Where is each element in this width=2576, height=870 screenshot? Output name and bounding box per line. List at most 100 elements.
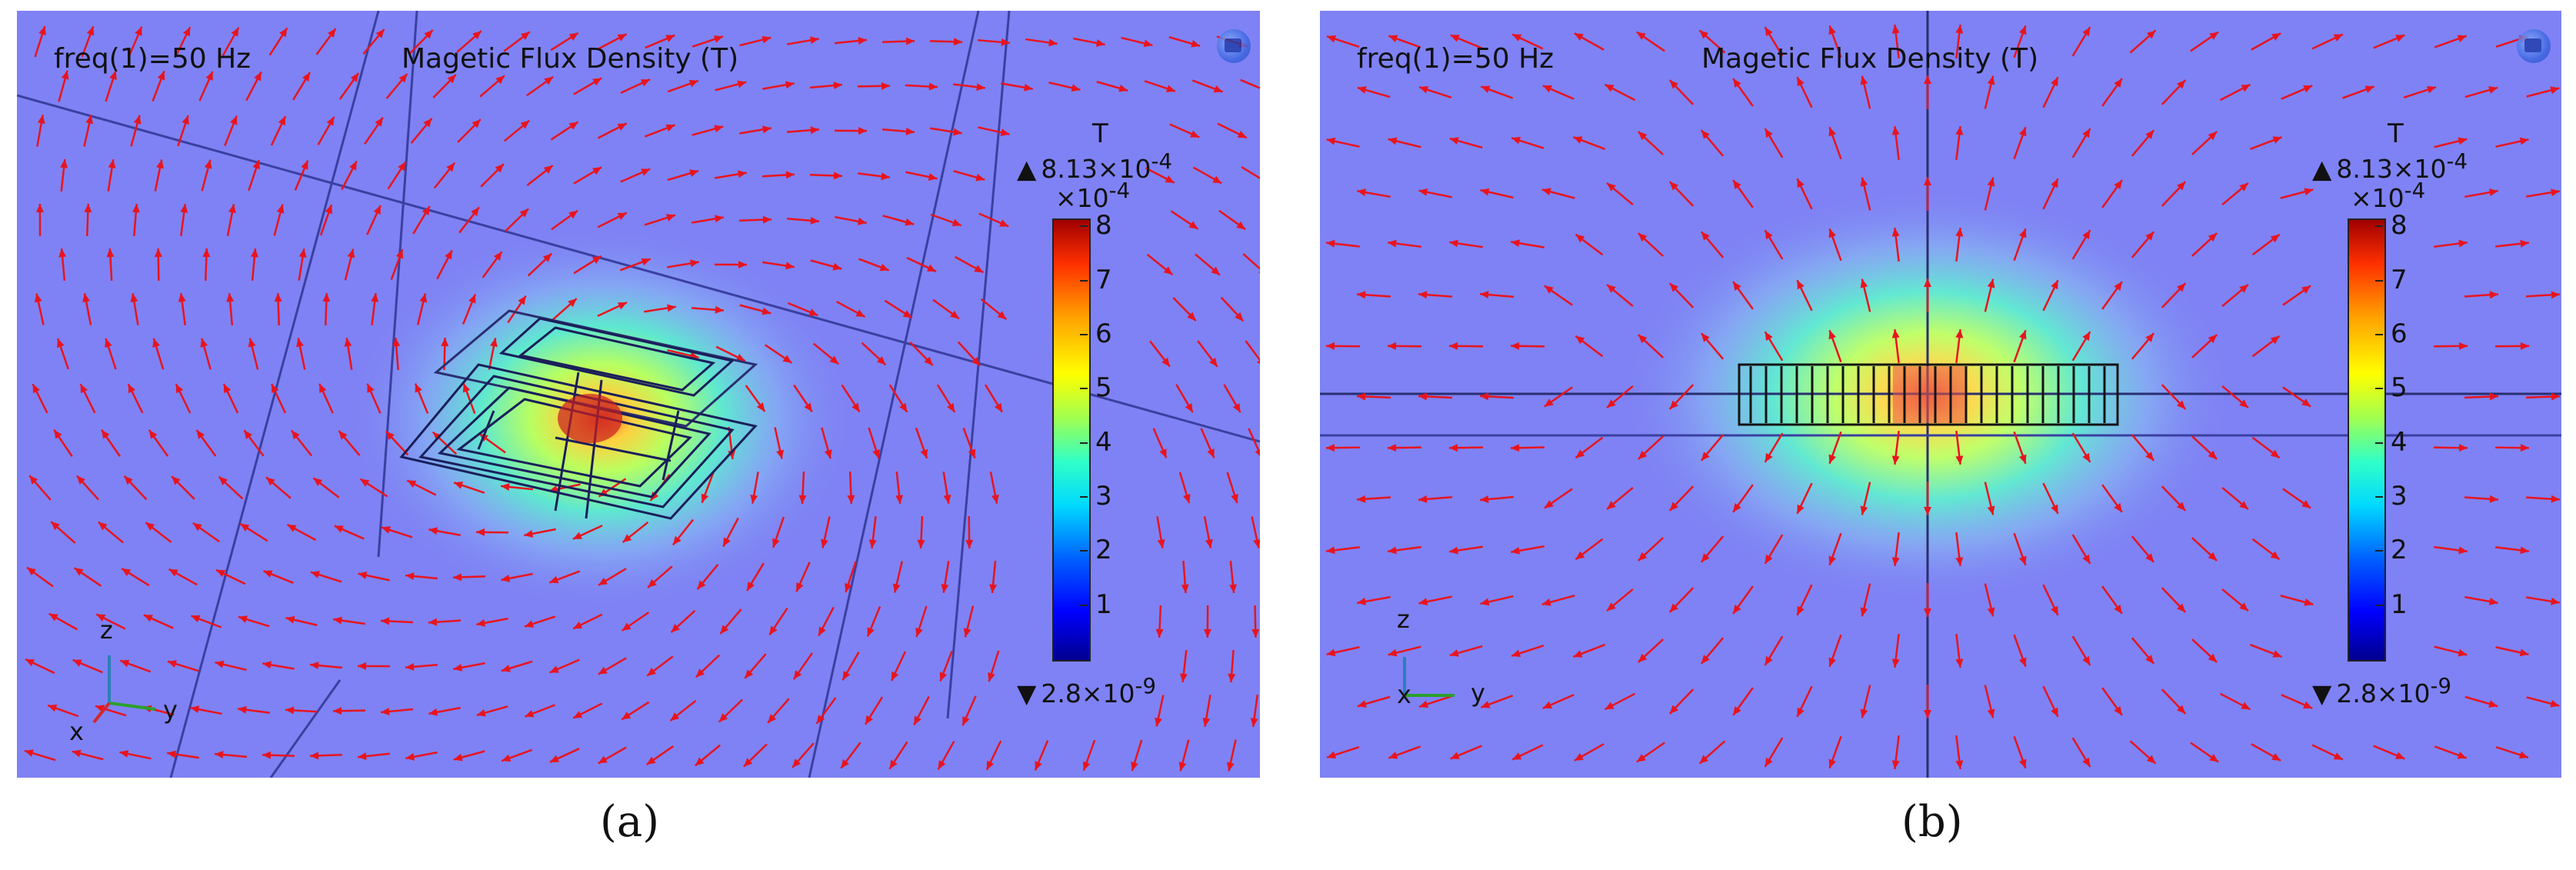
flux-arrow-head [868, 539, 877, 548]
flux-arrow-head [915, 627, 923, 637]
flux-arrow-head [738, 261, 747, 269]
flux-arrow-head [796, 582, 804, 592]
flux-arrow-head [1955, 25, 1964, 34]
plot-title: Magetic Flux Density (T) [402, 43, 739, 75]
flux-arrow-head [2303, 85, 2313, 93]
flux-arrow-head [1048, 38, 1058, 47]
flux-arrow-head [298, 248, 307, 258]
flux-arrow-head [34, 293, 42, 303]
flux-arrow-head [1161, 357, 1170, 367]
flux-arrow-head [168, 568, 178, 577]
flux-arrow-head [2208, 653, 2218, 662]
flux-arrow-head [445, 250, 452, 260]
flux-arrow-head [810, 126, 819, 135]
flux-arrow-head [1638, 335, 1648, 344]
flux-arrow-head [1512, 752, 1522, 760]
flux-arrow-head [845, 582, 852, 592]
flux-arrow-head [690, 259, 699, 268]
flux-arrow-head [223, 384, 232, 394]
panel-a-3d-field-plot: freq(1)=50 Hz Magetic Flux Density (T) T… [17, 11, 1260, 778]
flux-arrow-head [1418, 495, 1428, 503]
flux-arrow-head [1669, 182, 1678, 191]
flux-arrow-head [2272, 650, 2282, 658]
flux-arrow-head [1203, 628, 1211, 638]
flux-arrow-head [2082, 128, 2091, 138]
flux-arrow-head [1828, 555, 1836, 565]
flux-arrow-head [248, 338, 256, 348]
flux-arrow-head [2146, 755, 2156, 764]
flux-arrow-head [296, 338, 304, 348]
flux-arrow-head [965, 539, 974, 548]
flux-arrow-head [2551, 291, 2560, 299]
flux-arrow-head [476, 528, 485, 536]
flux-arrow-head [2051, 77, 2058, 87]
flux-arrow-head [1165, 175, 1175, 183]
flux-arrow-head [120, 659, 130, 668]
flux-arrow-head [215, 660, 225, 668]
triangle-up-icon: ▲ [1017, 154, 1037, 184]
flux-arrow-head [867, 627, 875, 637]
flux-arrow-head [816, 715, 825, 724]
flux-arrow-head [154, 248, 162, 258]
axis-label-y: y [1471, 678, 1485, 708]
flux-arrow-head [858, 37, 867, 45]
colorbar-max: ▲ 8.13×10-4 [1017, 149, 1172, 184]
flux-arrow-head [1183, 494, 1191, 504]
flux-arrow-head [598, 666, 608, 675]
flux-arrow-head [1828, 657, 1836, 667]
flux-arrow-head [747, 581, 755, 591]
flux-arrow-head [240, 523, 250, 532]
flux-arrow-head [1082, 761, 1091, 771]
flux-arrow-head [1418, 188, 1428, 196]
flux-arrow-head [785, 171, 795, 179]
colorbar-scale: ×10-4 [1055, 178, 1131, 213]
flux-arrow-head [1701, 553, 1710, 562]
flux-arrow-head [2458, 342, 2468, 350]
flux-arrow-head [2458, 546, 2468, 555]
flux-arrow-head [1542, 701, 1552, 708]
colorbar-tick-label: 2 [2391, 535, 2408, 566]
colorbar-tick-mark [1080, 550, 1088, 552]
coil-assembly-3d [399, 309, 758, 520]
flux-arrow-head [785, 262, 795, 270]
flux-arrow-head [1891, 557, 1900, 566]
flux-arrow-head [568, 298, 577, 308]
flux-arrow-head [1987, 708, 1995, 718]
flux-arrow-head [1765, 655, 1773, 665]
flux-arrow-head [1480, 598, 1490, 606]
flux-arrow-head [951, 218, 961, 227]
flux-arrow-head [2270, 234, 2280, 243]
flux-arrow-head [1987, 505, 1995, 515]
flux-arrow-head [1388, 137, 1398, 145]
flux-arrow-head [1765, 332, 1773, 342]
flux-arrow-head [2177, 400, 2186, 409]
flux-arrow-head [671, 624, 680, 633]
flux-arrow-head [302, 72, 310, 82]
colorbar-tick-mark [1080, 225, 1088, 228]
flux-arrow-head [525, 620, 535, 628]
flux-arrow-head [1357, 392, 1366, 401]
flux-arrow-head [2364, 85, 2374, 93]
flux-arrow-head [1575, 551, 1585, 560]
flux-arrow-head [1828, 330, 1836, 340]
flux-arrow [1242, 253, 1260, 271]
flux-arrow-head [2051, 605, 2058, 615]
flux-arrow-head [2051, 178, 2058, 188]
flux-arrow-head [285, 615, 295, 624]
flux-arrow-head [182, 27, 191, 37]
flux-arrow-head [1860, 505, 1868, 515]
coil-assembly-2d [1738, 363, 2119, 426]
flux-arrow-head [1157, 539, 1165, 548]
flux-arrow-head [986, 760, 995, 770]
flux-arrow-head [1733, 282, 1741, 291]
flux-arrow-head [1480, 495, 1489, 503]
flux-arrow-head [2019, 758, 2027, 768]
flux-arrow-head [617, 212, 627, 220]
triangle-down-icon: ▼ [1017, 678, 1037, 708]
flux-arrow-head [1071, 84, 1081, 92]
flux-arrow-head [720, 625, 729, 634]
flux-arrow-head [490, 338, 498, 348]
flux-arrow-head [2114, 503, 2122, 512]
flux-arrow-head [1419, 85, 1429, 94]
flux-arrow-head [2177, 182, 2186, 191]
